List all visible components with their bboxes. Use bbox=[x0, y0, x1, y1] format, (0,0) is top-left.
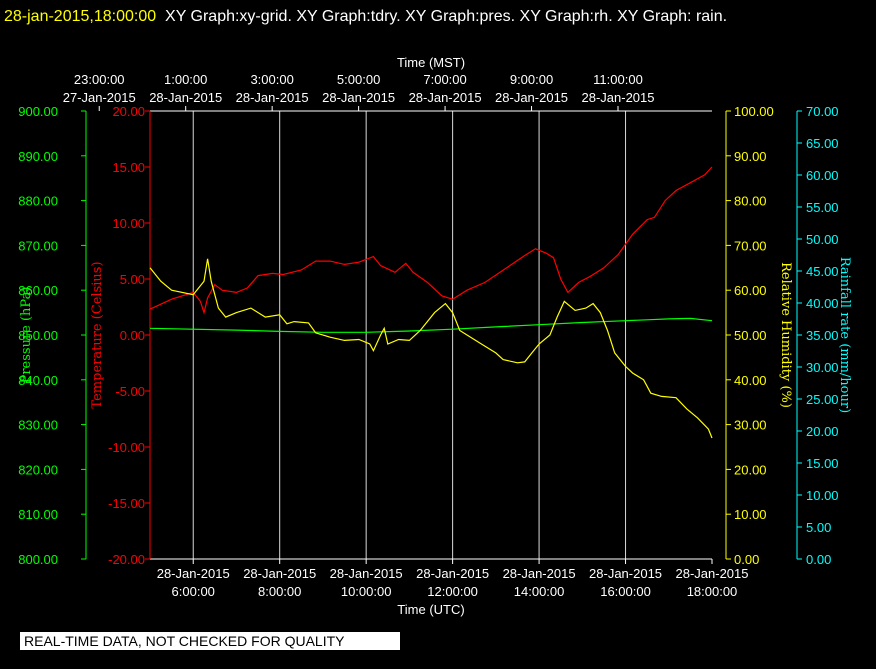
rain-axis-title: Rainfall rate (mm/hour) bbox=[837, 257, 852, 413]
rain-tick-label: 50.00 bbox=[806, 232, 839, 247]
humidity-tick-label: 100.00 bbox=[734, 104, 774, 119]
humidity-tick-label: 20.00 bbox=[734, 462, 767, 477]
rain-tick-label: 25.00 bbox=[806, 392, 839, 407]
top-tick-date: 28-Jan-2015 bbox=[582, 90, 655, 105]
bottom-tick-date: 28-Jan-2015 bbox=[330, 566, 403, 581]
bottom-axis-title: Time (UTC) bbox=[397, 602, 464, 617]
pressure-tick-label: 870.00 bbox=[18, 238, 58, 253]
rain-tick-label: 40.00 bbox=[806, 296, 839, 311]
temperature-tick-label: 10.00 bbox=[112, 216, 145, 231]
rain-tick-label: 35.00 bbox=[806, 328, 839, 343]
rain-tick-label: 0.00 bbox=[806, 552, 831, 567]
pressure-tick-label: 800.00 bbox=[18, 552, 58, 567]
bottom-tick-time: 10:00:00 bbox=[341, 584, 392, 599]
top-tick-date: 28-Jan-2015 bbox=[322, 90, 395, 105]
pressure-axis-title: Pressure (hPa) bbox=[19, 287, 34, 384]
pressure-tick-label: 820.00 bbox=[18, 462, 58, 477]
rain-tick-label: 70.00 bbox=[806, 104, 839, 119]
bottom-tick-time: 8:00:00 bbox=[258, 584, 301, 599]
humidity-line bbox=[149, 258, 713, 439]
title-graphs: XY Graph:xy-grid. XY Graph:tdry. XY Grap… bbox=[165, 8, 728, 25]
rain-tick-label: 55.00 bbox=[806, 200, 839, 215]
temperature-tick-label: 20.00 bbox=[112, 104, 145, 119]
rain-tick-label: 30.00 bbox=[806, 360, 839, 375]
top-tick-date: 28-Jan-2015 bbox=[236, 90, 309, 105]
humidity-tick-label: 70.00 bbox=[734, 238, 767, 253]
humidity-tick-label: 60.00 bbox=[734, 283, 767, 298]
rain-tick-label: 65.00 bbox=[806, 136, 839, 151]
humidity-tick-label: 90.00 bbox=[734, 149, 767, 164]
humidity-tick-label: 10.00 bbox=[734, 507, 767, 522]
pressure-tick-label: 860.00 bbox=[18, 283, 58, 298]
top-tick-date: 28-Jan-2015 bbox=[409, 90, 482, 105]
pressure-tick-label: 810.00 bbox=[18, 507, 58, 522]
humidity-tick-label: 50.00 bbox=[734, 328, 767, 343]
bottom-tick-date: 28-Jan-2015 bbox=[157, 566, 230, 581]
humidity-tick-label: 40.00 bbox=[734, 373, 767, 388]
pressure-tick-label: 840.00 bbox=[18, 373, 58, 388]
pressure-tick-label: 830.00 bbox=[18, 418, 58, 433]
title-timestamp: 28-jan-2015,18:00:00 bbox=[4, 8, 157, 25]
bottom-tick-date: 28-Jan-2015 bbox=[676, 566, 749, 581]
temperature-tick-label: -15.00 bbox=[108, 496, 145, 511]
pressure-tick-label: 890.00 bbox=[18, 149, 58, 164]
temperature-tick-label: -10.00 bbox=[108, 440, 145, 455]
temperature-tick-label: 0.00 bbox=[120, 328, 145, 343]
temperature-line bbox=[149, 166, 713, 315]
rain-tick-label: 20.00 bbox=[806, 424, 839, 439]
rain-tick-label: 10.00 bbox=[806, 488, 839, 503]
bottom-tick-time: 18:00:00 bbox=[687, 584, 738, 599]
title-line: 28-jan-2015,18:00:00 XY Graph:xy-grid. X… bbox=[4, 2, 864, 32]
rain-tick-label: 45.00 bbox=[806, 264, 839, 279]
bottom-tick-date: 28-Jan-2015 bbox=[243, 566, 316, 581]
rain-tick-label: 5.00 bbox=[806, 520, 831, 535]
humidity-tick-label: 0.00 bbox=[734, 552, 759, 567]
top-tick-date: 27-Jan-2015 bbox=[63, 90, 136, 105]
top-tick-time: 3:00:00 bbox=[250, 72, 293, 87]
temperature-tick-label: 5.00 bbox=[120, 272, 145, 287]
top-tick-date: 28-Jan-2015 bbox=[149, 90, 222, 105]
bottom-tick-time: 6:00:00 bbox=[172, 584, 215, 599]
bottom-tick-time: 14:00:00 bbox=[514, 584, 565, 599]
temperature-axis-title: Temperature (Celsius) bbox=[90, 261, 105, 408]
quality-notice: REAL-TIME DATA, NOT CHECKED FOR QUALITY bbox=[20, 632, 400, 650]
top-tick-time: 5:00:00 bbox=[337, 72, 380, 87]
pressure-line bbox=[149, 317, 713, 333]
rain-tick-label: 15.00 bbox=[806, 456, 839, 471]
bottom-tick-time: 12:00:00 bbox=[427, 584, 478, 599]
top-tick-time: 23:00:00 bbox=[74, 72, 125, 87]
temperature-tick-label: -5.00 bbox=[115, 384, 145, 399]
bottom-tick-date: 28-Jan-2015 bbox=[503, 566, 576, 581]
top-tick-date: 28-Jan-2015 bbox=[495, 90, 568, 105]
pressure-tick-label: 880.00 bbox=[18, 194, 58, 209]
top-tick-time: 1:00:00 bbox=[164, 72, 207, 87]
bottom-tick-date: 28-Jan-2015 bbox=[589, 566, 662, 581]
pressure-tick-label: 850.00 bbox=[18, 328, 58, 343]
bottom-tick-time: 16:00:00 bbox=[600, 584, 651, 599]
humidity-tick-label: 80.00 bbox=[734, 194, 767, 209]
top-axis-title: Time (MST) bbox=[397, 55, 465, 70]
temperature-tick-label: -20.00 bbox=[108, 552, 145, 567]
top-tick-time: 11:00:00 bbox=[593, 72, 643, 87]
humidity-axis-title: Relative Humidity (%) bbox=[778, 262, 793, 408]
top-tick-time: 7:00:00 bbox=[423, 72, 466, 87]
pressure-tick-label: 900.00 bbox=[18, 104, 58, 119]
bottom-tick-date: 28-Jan-2015 bbox=[416, 566, 489, 581]
rain-tick-label: 60.00 bbox=[806, 168, 839, 183]
top-tick-time: 9:00:00 bbox=[510, 72, 553, 87]
temperature-tick-label: 15.00 bbox=[112, 160, 145, 175]
humidity-tick-label: 30.00 bbox=[734, 418, 767, 433]
